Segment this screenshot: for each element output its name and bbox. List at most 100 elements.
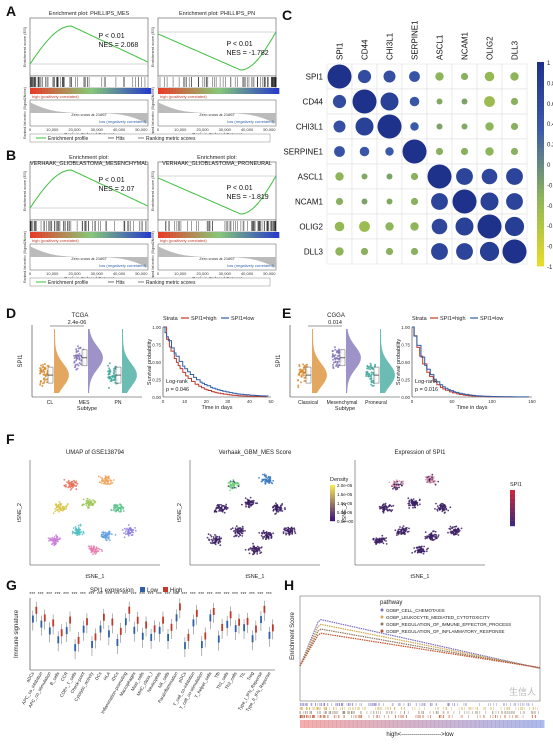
x-tick: 30,000	[219, 271, 232, 276]
metric-area	[158, 102, 276, 124]
data-point	[335, 363, 338, 366]
box-low	[74, 644, 77, 652]
cell-point	[431, 473, 434, 476]
cell-point	[238, 483, 241, 486]
cell-point	[273, 504, 276, 507]
rank-cell	[365, 720, 370, 728]
x-tick: 150	[528, 399, 536, 404]
colorbar-cell	[45, 232, 49, 238]
logrank-label: Log-rank	[166, 379, 188, 385]
metric-ylabel: Ranked list metric (Signal2Noise)	[23, 87, 27, 139]
cell-point	[65, 505, 68, 508]
cell-point	[419, 551, 422, 554]
signif-star: ***	[131, 592, 137, 598]
signif-star: ***	[266, 592, 272, 598]
cell-point	[274, 505, 277, 508]
cell-point	[410, 501, 413, 504]
colorbar-cell	[60, 88, 64, 94]
cell-point	[56, 536, 59, 539]
data-point	[77, 347, 80, 350]
cell-point	[107, 481, 110, 483]
box-high	[170, 623, 173, 631]
cell-point	[244, 530, 246, 532]
legend-dot	[380, 622, 384, 626]
cell-point	[275, 510, 278, 513]
cell-point	[255, 502, 257, 505]
cell-point	[412, 498, 415, 500]
cell-point	[53, 536, 56, 538]
cell-point	[402, 483, 405, 485]
colorbar-cell	[75, 232, 79, 238]
cell-point	[252, 549, 255, 552]
cell-point	[265, 531, 268, 534]
cell-point	[224, 506, 226, 509]
cell-point	[265, 476, 267, 478]
y-label: Survival probability	[147, 339, 153, 385]
signif-star: ***	[80, 592, 86, 598]
x-tick: 20	[204, 399, 210, 404]
violin-0	[54, 329, 69, 393]
es-curve-0	[299, 618, 541, 669]
x-tick: 50	[449, 399, 455, 404]
colorbar-cell	[57, 232, 61, 238]
corr-circle	[386, 198, 393, 205]
hits-frame	[29, 219, 149, 233]
rank-cell	[422, 720, 427, 728]
violin-0	[312, 329, 327, 393]
x-tick: 30,000	[91, 127, 104, 132]
rank-cell	[361, 720, 366, 728]
colorbar-cell	[537, 245, 544, 251]
cell-point	[208, 539, 211, 542]
corr-circle	[385, 222, 394, 231]
spi1-cell	[510, 500, 515, 503]
tsne-title: Expression of SPI1	[394, 450, 446, 456]
pos-label: high (positively correlated)	[160, 238, 207, 243]
cell-point	[63, 484, 66, 487]
legend-pathway: GOBP_LEUKOCYTE_MEDIATED_CYTOTOXICITY	[386, 615, 490, 620]
colorbar-cell	[245, 88, 250, 94]
colorbar-cell	[537, 151, 544, 157]
colorbar-cell	[188, 232, 192, 238]
corr-circle	[479, 241, 500, 262]
cell-point	[384, 508, 387, 510]
rank-cell	[438, 720, 443, 728]
x-label: Time in days	[202, 405, 233, 411]
cell-point	[414, 506, 416, 509]
cell-point	[285, 527, 288, 530]
cell-point	[399, 526, 401, 528]
x-tick: 0	[411, 399, 414, 404]
cell-point	[215, 511, 218, 513]
corr-circle	[510, 122, 519, 131]
data-point	[107, 370, 110, 373]
legend-dot	[380, 608, 384, 612]
colorbar-cell	[537, 106, 544, 112]
data-point	[39, 383, 42, 386]
rank-cell	[300, 720, 305, 728]
colorbar-cell	[185, 232, 189, 238]
cell-point	[263, 535, 266, 538]
rank-cell	[466, 720, 472, 728]
rank-cell	[373, 720, 378, 728]
cell-point	[430, 477, 433, 480]
colorbar-cell	[537, 98, 544, 104]
correlation-matrix: SPI1 SPI1 CD44 CD44 CHI3L1 CHI3L1 SERPINE1 SERP…	[283, 20, 553, 271]
corr-circle	[410, 122, 419, 131]
cell-point	[395, 484, 397, 487]
data-point	[43, 381, 46, 384]
legend-high: High	[170, 588, 182, 594]
metric-area	[30, 246, 148, 268]
signif-star: ***	[72, 592, 78, 598]
x-tick: 0	[157, 127, 160, 132]
cell-point	[272, 509, 275, 512]
data-point	[44, 374, 47, 377]
cell-point	[72, 531, 74, 533]
spi1-cell	[510, 520, 515, 523]
colorbar-cell	[194, 88, 198, 94]
cell-point	[412, 506, 414, 509]
cell-point	[411, 499, 414, 502]
category-label: Tfh	[213, 671, 221, 680]
zero-cross: Zero cross at 21667	[71, 112, 107, 117]
cell-point	[294, 532, 297, 535]
cell-point	[437, 535, 439, 538]
cell-point	[401, 480, 404, 483]
